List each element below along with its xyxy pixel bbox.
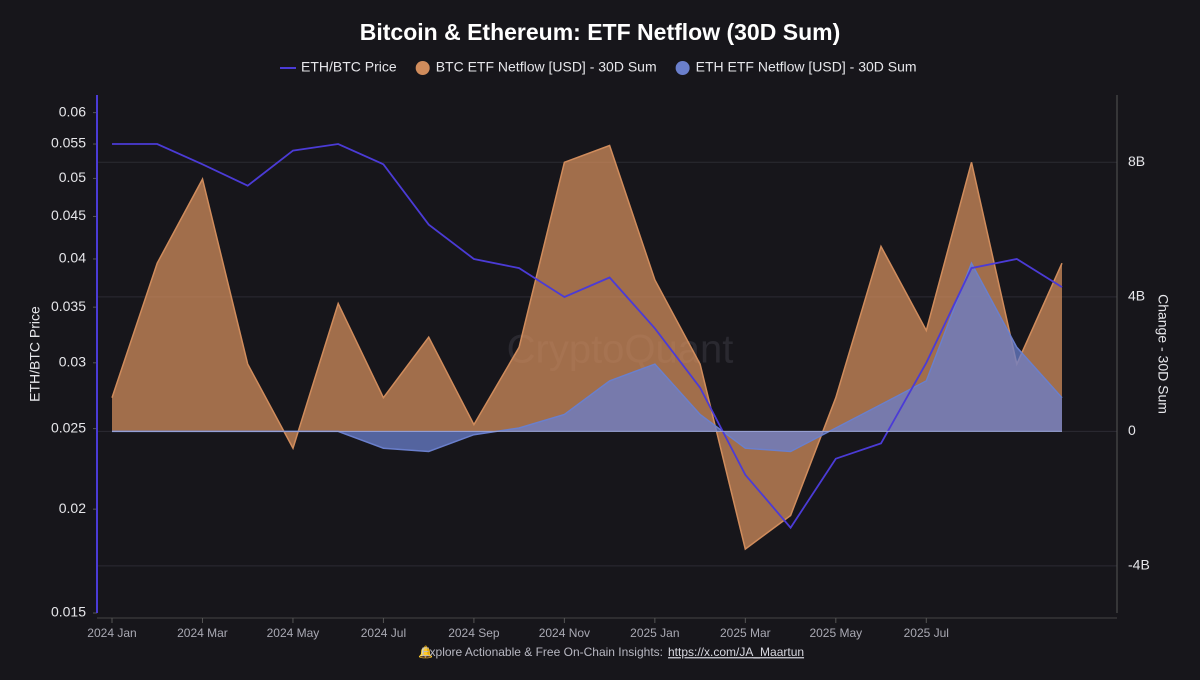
legend-label: BTC ETF Netflow [USD] - 30D Sum	[436, 59, 657, 75]
footer-icon: 🔔	[418, 645, 433, 659]
y-tick-label: 0.025	[51, 419, 86, 435]
x-tick-label: 2025 Jan	[630, 626, 679, 640]
x-tick-label: 2025 Mar	[720, 626, 771, 640]
y-tick-label: 0.05	[59, 169, 86, 185]
x-tick-label: 2024 May	[267, 626, 320, 640]
x-tick-label: 2024 Mar	[177, 626, 228, 640]
x-tick-label: 2024 Sep	[448, 626, 500, 640]
y-tick-label: 0.055	[51, 135, 86, 151]
x-tick-label: 2025 Jul	[904, 626, 949, 640]
footer-link[interactable]: https://x.com/JA_Maartun	[668, 645, 804, 659]
y-tick-label: 0.06	[59, 103, 86, 119]
y2-tick-label: 0	[1128, 422, 1136, 438]
footer-text: Explore Actionable & Free On-Chain Insig…	[422, 645, 663, 659]
legend-swatch	[415, 61, 430, 75]
x-tick-label: 2024 Jan	[87, 626, 136, 640]
price-line	[112, 143, 1063, 530]
y-tick-label: 0.04	[59, 250, 86, 266]
x-tick-label: 2025 May	[809, 626, 862, 640]
legend-label: ETH ETF Netflow [USD] - 30D Sum	[696, 59, 917, 75]
area-fill	[112, 145, 1062, 550]
area-edge	[111, 144, 1063, 551]
y-tick-label: 0.02	[59, 500, 86, 516]
y-tick-label: 0.035	[51, 298, 86, 314]
legend-label: ETH/BTC Price	[301, 59, 397, 75]
area-fill	[112, 263, 1062, 452]
y-tick-label: 0.015	[51, 604, 86, 620]
x-tick-label: 2024 Nov	[539, 626, 590, 640]
x-tick-label: 2024 Jul	[361, 626, 406, 640]
legend-swatch	[675, 61, 690, 75]
y-tick-label: 0.03	[59, 354, 86, 370]
y2-tick-label: 8B	[1128, 153, 1145, 169]
y2-tick-label: 4B	[1128, 288, 1145, 304]
chart-title: Bitcoin & Ethereum: ETF Netflow (30D Sum…	[360, 19, 840, 45]
y-axis-title: ETH/BTC Price	[27, 306, 43, 402]
y2-tick-label: -4B	[1128, 557, 1150, 573]
y2-axis-title: Change - 30D Sum	[1155, 294, 1171, 414]
y-tick-label: 0.045	[51, 207, 86, 223]
